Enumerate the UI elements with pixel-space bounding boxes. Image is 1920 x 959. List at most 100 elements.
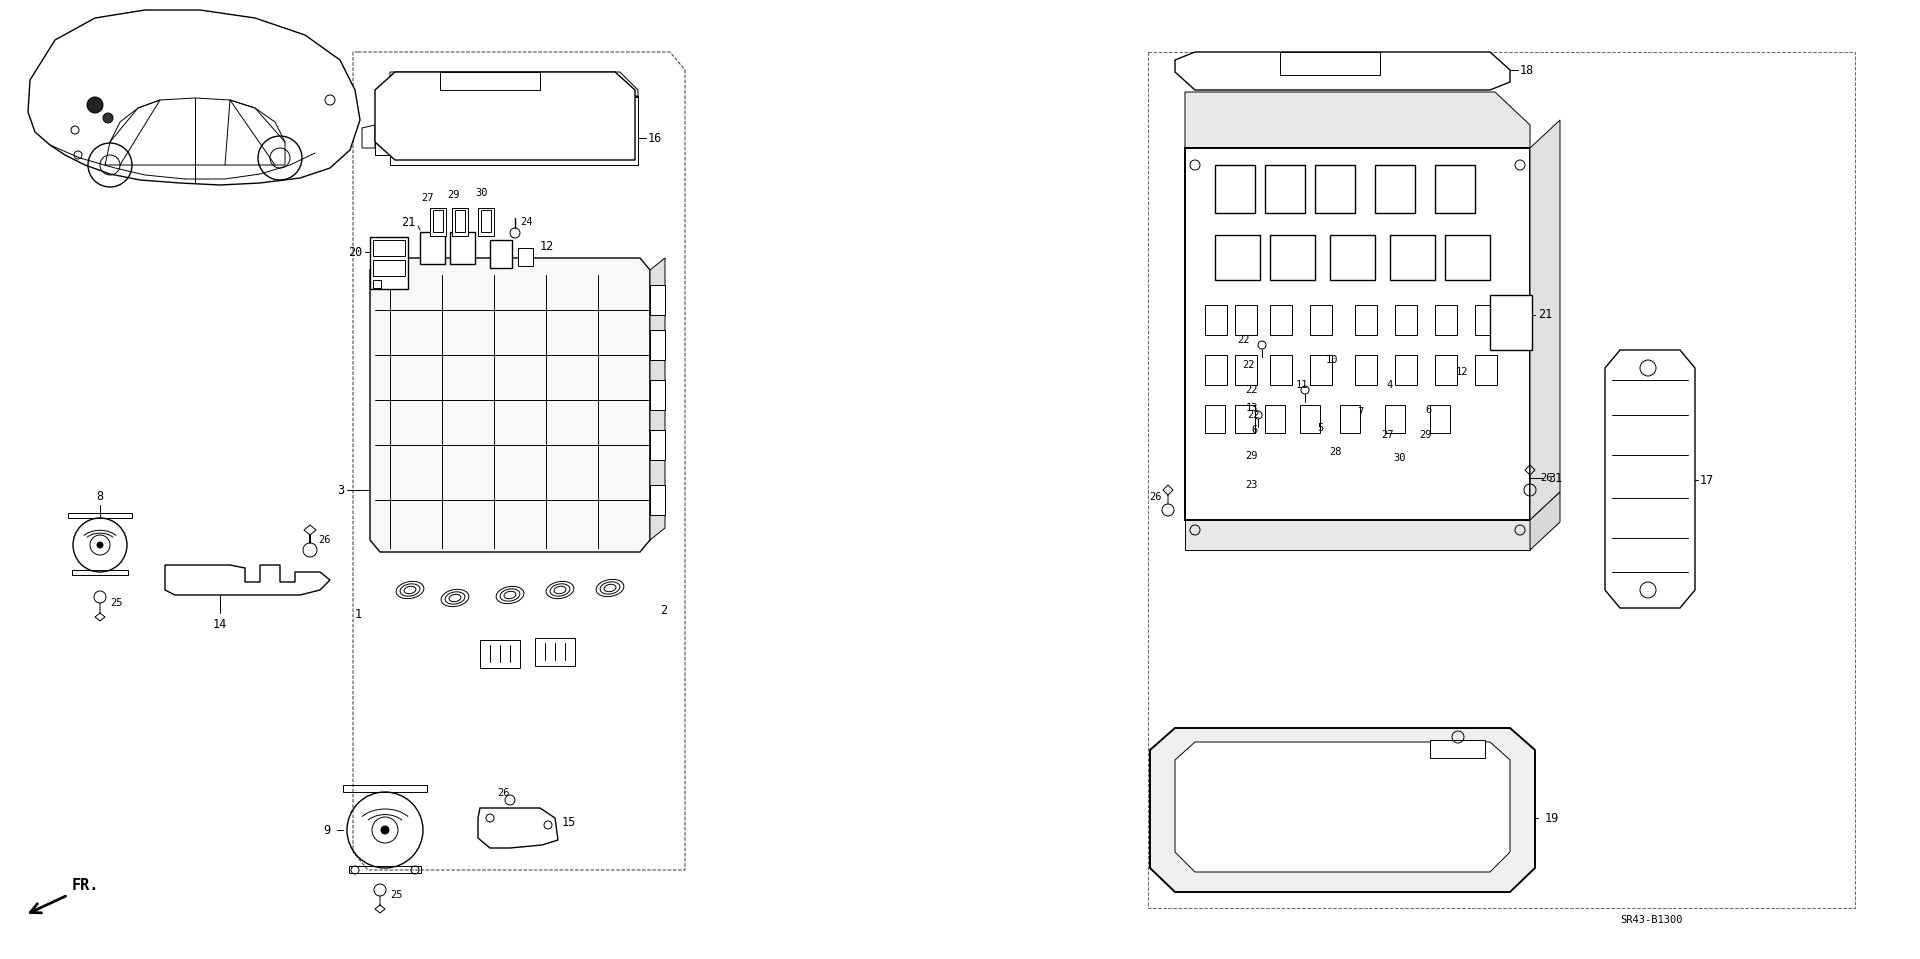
Polygon shape [165,565,330,595]
Bar [1269,355,1292,385]
Bar [420,232,445,264]
Text: 26: 26 [1540,473,1553,483]
Text: 21: 21 [1538,309,1551,321]
Bar [1269,235,1315,280]
Bar [518,248,534,266]
Text: 26: 26 [497,788,509,798]
Text: 21: 21 [401,216,415,228]
Text: 4: 4 [1386,380,1394,390]
Circle shape [86,97,104,113]
Bar [1356,305,1377,335]
Bar [651,485,664,515]
Bar [1265,165,1306,213]
Text: 12: 12 [540,240,555,252]
Polygon shape [1530,492,1559,550]
Text: 8: 8 [96,490,104,503]
Bar [1434,355,1457,385]
Text: 11: 11 [1296,380,1308,390]
Bar [1434,305,1457,335]
Bar [1206,305,1227,335]
Polygon shape [440,72,540,90]
Text: 25: 25 [390,890,403,900]
Text: 17: 17 [1699,474,1715,486]
Text: 22: 22 [1242,360,1256,370]
Text: SR43-B1300: SR43-B1300 [1620,915,1682,925]
Bar [349,866,420,873]
Text: 27: 27 [420,193,434,203]
Polygon shape [1175,742,1509,872]
Circle shape [380,826,390,834]
Bar [371,237,407,289]
Text: 25: 25 [109,598,123,608]
Bar [1215,235,1260,280]
Polygon shape [1530,120,1559,520]
Bar [1490,295,1532,350]
Bar [1206,355,1227,385]
Text: 1: 1 [355,609,363,621]
Text: 13: 13 [1246,403,1258,413]
Polygon shape [1185,92,1530,148]
Bar [651,430,664,460]
Bar [372,240,405,256]
Bar [451,208,468,236]
Text: 29: 29 [1246,451,1258,461]
Polygon shape [651,258,664,540]
Bar [1206,405,1225,433]
Bar [67,513,132,518]
Polygon shape [371,258,651,552]
Bar [651,330,664,360]
Bar [1475,305,1498,335]
Bar [1235,405,1256,433]
Text: 16: 16 [649,131,662,145]
Polygon shape [390,96,637,165]
Bar [1384,405,1405,433]
Bar [490,240,513,268]
Bar [1356,355,1377,385]
Bar [344,785,426,792]
Text: 28: 28 [1329,447,1342,457]
Bar [1331,235,1375,280]
Bar [1475,355,1498,385]
Text: 6: 6 [1427,405,1432,415]
Text: 14: 14 [213,619,227,631]
Text: 29: 29 [447,190,459,200]
Text: 30: 30 [476,188,488,198]
Bar [1396,305,1417,335]
Polygon shape [1175,52,1509,90]
Circle shape [104,113,113,123]
Bar [651,285,664,315]
Bar [478,208,493,236]
Bar [536,638,574,666]
Bar [372,280,380,288]
Polygon shape [29,10,361,185]
Polygon shape [1605,350,1695,608]
Text: 3: 3 [336,483,344,497]
Bar [1396,355,1417,385]
Text: 23: 23 [1246,480,1258,490]
Bar [480,640,520,668]
Bar [1340,405,1359,433]
Bar [434,210,444,232]
Text: 26: 26 [319,535,330,545]
Text: 6: 6 [1252,425,1258,435]
Polygon shape [1150,728,1534,892]
Text: 22: 22 [1238,335,1250,345]
Bar [1300,405,1321,433]
Text: 24: 24 [520,217,532,227]
Text: 12: 12 [1455,367,1469,377]
Bar [430,208,445,236]
Bar [1215,165,1256,213]
Text: 22: 22 [1248,410,1260,420]
Bar [1309,355,1332,385]
Text: 20: 20 [348,246,363,259]
Text: 15: 15 [563,815,576,829]
Text: 22: 22 [1246,385,1258,395]
Bar [1235,305,1258,335]
Bar [1235,355,1258,385]
Polygon shape [1281,52,1380,75]
Bar [482,210,492,232]
Polygon shape [374,72,636,160]
Bar [73,570,129,575]
Bar [1309,305,1332,335]
Text: 26: 26 [1148,492,1162,502]
